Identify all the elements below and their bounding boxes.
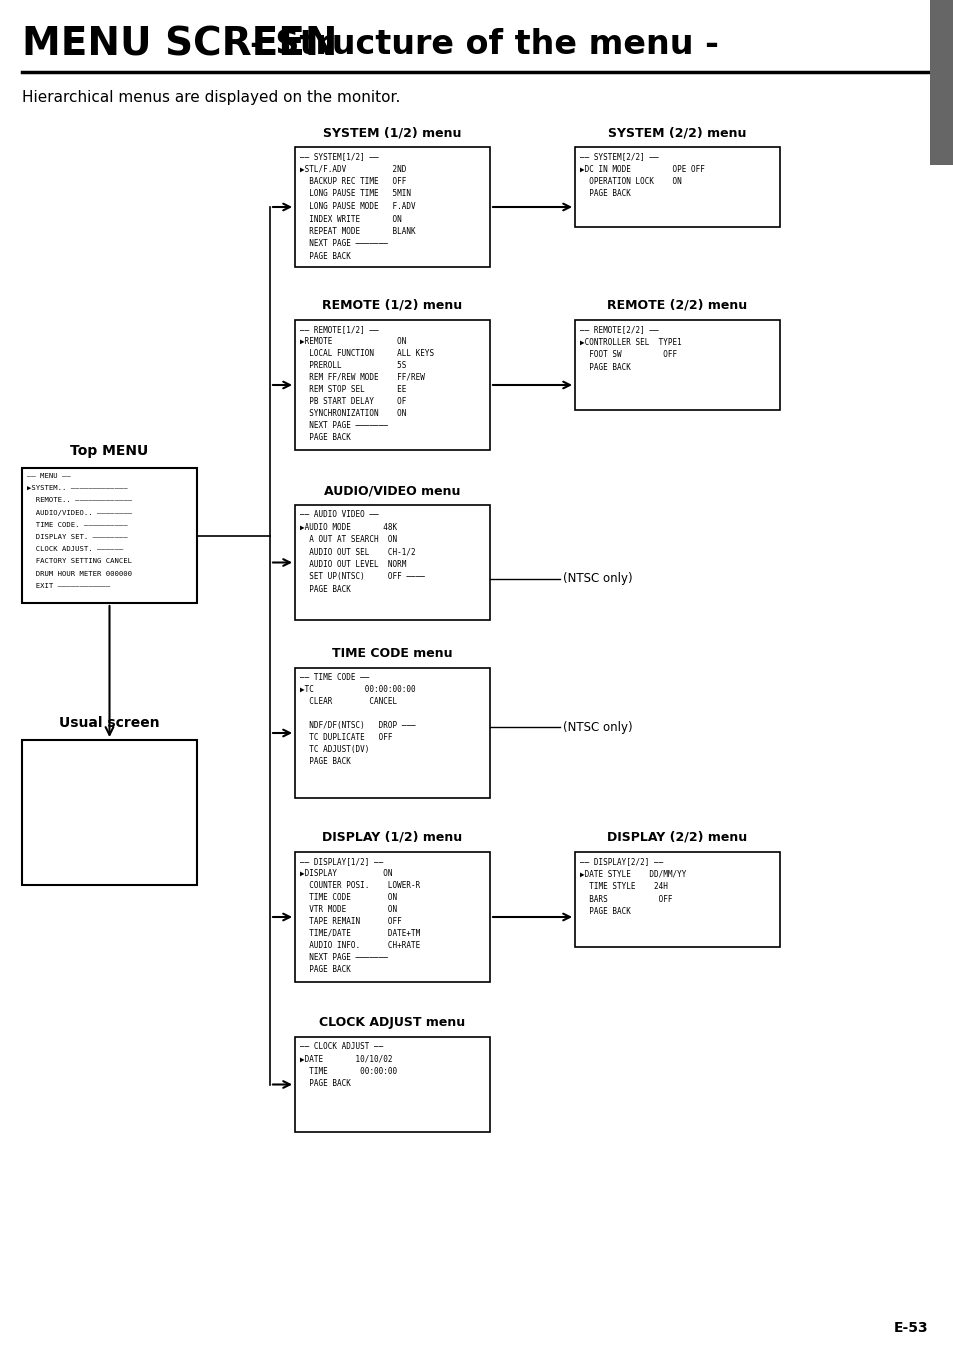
Text: TIME CODE. ——————————: TIME CODE. —————————— (27, 522, 128, 527)
Text: NDF/DF(NTSC)   DROP ———: NDF/DF(NTSC) DROP ——— (299, 721, 416, 730)
Text: NEXT PAGE ———————: NEXT PAGE ——————— (299, 239, 388, 249)
Text: TIME CODE menu: TIME CODE menu (332, 648, 453, 660)
Text: REMOTE.. —————————————: REMOTE.. ————————————— (27, 498, 132, 503)
Text: —— DISPLAY[1/2] ——: —— DISPLAY[1/2] —— (299, 857, 383, 867)
Text: NEXT PAGE ———————: NEXT PAGE ——————— (299, 420, 388, 430)
Text: LONG PAUSE MODE   F.ADV: LONG PAUSE MODE F.ADV (299, 201, 416, 211)
Text: COUNTER POSI.    LOWER-R: COUNTER POSI. LOWER-R (299, 882, 420, 890)
Text: BACKUP REC TIME   OFF: BACKUP REC TIME OFF (299, 177, 406, 187)
Bar (294, 147, 490, 266)
Text: PAGE BACK: PAGE BACK (299, 965, 351, 973)
Text: TIME       00:00:00: TIME 00:00:00 (299, 1067, 396, 1076)
Text: AUDIO OUT SEL    CH-1/2: AUDIO OUT SEL CH-1/2 (299, 548, 416, 557)
Text: AUDIO/VIDEO.. ————————: AUDIO/VIDEO.. ———————— (27, 510, 132, 515)
Bar (575, 852, 780, 946)
Text: TC ADJUST(DV): TC ADJUST(DV) (299, 745, 369, 754)
Text: E-53: E-53 (892, 1321, 927, 1334)
Text: AUDIO OUT LEVEL  NORM: AUDIO OUT LEVEL NORM (299, 560, 406, 569)
Text: PAGE BACK: PAGE BACK (579, 189, 630, 199)
Bar (929, 0, 953, 165)
Text: ▶REMOTE              ON: ▶REMOTE ON (299, 337, 406, 346)
Text: PAGE BACK: PAGE BACK (299, 1079, 351, 1088)
Text: FACTORY SETTING CANCEL: FACTORY SETTING CANCEL (27, 558, 132, 564)
Text: —— REMOTE[2/2] ——: —— REMOTE[2/2] —— (579, 324, 658, 334)
Text: Usual screen: Usual screen (59, 717, 160, 730)
Text: SYSTEM (1/2) menu: SYSTEM (1/2) menu (323, 126, 461, 139)
Text: TIME STYLE    24H: TIME STYLE 24H (579, 882, 667, 891)
Text: SET UP(NTSC)     OFF ————: SET UP(NTSC) OFF ———— (299, 572, 424, 581)
Text: —— MENU ——: —— MENU —— (27, 473, 71, 479)
Text: AUDIO INFO.      CH+RATE: AUDIO INFO. CH+RATE (299, 941, 420, 950)
Text: DRUM HOUR METER 000000: DRUM HOUR METER 000000 (27, 571, 132, 576)
Text: FOOT SW         OFF: FOOT SW OFF (579, 350, 677, 360)
Text: ▶DATE STYLE    DD/MM/YY: ▶DATE STYLE DD/MM/YY (579, 869, 685, 879)
Text: PAGE BACK: PAGE BACK (299, 585, 351, 594)
Text: CLOCK ADJUST. ——————: CLOCK ADJUST. —————— (27, 546, 123, 552)
Bar (22, 740, 196, 886)
Bar (575, 147, 780, 227)
Text: SYNCHRONIZATION    ON: SYNCHRONIZATION ON (299, 410, 406, 418)
Text: PAGE BACK: PAGE BACK (299, 433, 351, 442)
Text: —— TIME CODE ——: —— TIME CODE —— (299, 673, 369, 681)
Text: OPERATION LOCK    ON: OPERATION LOCK ON (579, 177, 681, 187)
Text: PB START DELAY     OF: PB START DELAY OF (299, 397, 406, 406)
Text: —— SYSTEM[1/2] ——: —— SYSTEM[1/2] —— (299, 151, 378, 161)
Text: ▶CONTROLLER SEL  TYPE1: ▶CONTROLLER SEL TYPE1 (579, 338, 681, 346)
Text: Hierarchical menus are displayed on the monitor.: Hierarchical menus are displayed on the … (22, 91, 400, 105)
Text: REM STOP SEL       EE: REM STOP SEL EE (299, 385, 406, 393)
Text: NEXT PAGE ———————: NEXT PAGE ——————— (299, 953, 388, 963)
Text: —— DISPLAY[2/2] ——: —— DISPLAY[2/2] —— (579, 857, 662, 867)
Text: REM FF/REW MODE    FF/REW: REM FF/REW MODE FF/REW (299, 373, 424, 383)
Text: ▶DISPLAY          ON: ▶DISPLAY ON (299, 869, 392, 877)
Text: REPEAT MODE       BLANK: REPEAT MODE BLANK (299, 227, 416, 237)
Text: CLEAR        CANCEL: CLEAR CANCEL (299, 698, 396, 706)
Text: Top MENU: Top MENU (71, 443, 149, 458)
Text: LOCAL FUNCTION     ALL KEYS: LOCAL FUNCTION ALL KEYS (299, 349, 434, 358)
Text: PAGE BACK: PAGE BACK (299, 757, 351, 767)
Text: PREROLL            5S: PREROLL 5S (299, 361, 406, 370)
Text: DISPLAY SET. ————————: DISPLAY SET. ———————— (27, 534, 128, 539)
Text: PAGE BACK: PAGE BACK (579, 362, 630, 372)
Text: - Structure of the menu -: - Structure of the menu - (250, 28, 719, 61)
Text: A OUT AT SEARCH  ON: A OUT AT SEARCH ON (299, 535, 396, 544)
Text: (NTSC only): (NTSC only) (562, 721, 632, 734)
Bar (294, 1037, 490, 1132)
Bar (294, 506, 490, 621)
Text: EXIT ————————————: EXIT ———————————— (27, 583, 110, 589)
Text: —— REMOTE[1/2] ——: —— REMOTE[1/2] —— (299, 324, 378, 334)
Text: ▶STL/F.ADV          2ND: ▶STL/F.ADV 2ND (299, 165, 406, 173)
Bar (294, 668, 490, 798)
Text: REMOTE (1/2) menu: REMOTE (1/2) menu (322, 299, 462, 312)
Bar (575, 320, 780, 410)
Text: TIME CODE        ON: TIME CODE ON (299, 894, 396, 902)
Text: BARS           OFF: BARS OFF (579, 895, 672, 903)
Text: —— SYSTEM[2/2] ——: —— SYSTEM[2/2] —— (579, 151, 658, 161)
Text: PAGE BACK: PAGE BACK (299, 251, 351, 261)
Text: VTR MODE         ON: VTR MODE ON (299, 904, 396, 914)
Text: DISPLAY (1/2) menu: DISPLAY (1/2) menu (322, 831, 462, 844)
Text: TC DUPLICATE   OFF: TC DUPLICATE OFF (299, 733, 392, 742)
Text: MENU SCREEN: MENU SCREEN (22, 26, 337, 64)
Bar (22, 468, 196, 603)
Text: —— AUDIO VIDEO ——: —— AUDIO VIDEO —— (299, 510, 378, 519)
Text: TIME/DATE        DATE+TM: TIME/DATE DATE+TM (299, 929, 420, 938)
Text: (NTSC only): (NTSC only) (562, 572, 632, 585)
Text: SYSTEM (2/2) menu: SYSTEM (2/2) menu (608, 126, 746, 139)
Text: —— CLOCK ADJUST ——: —— CLOCK ADJUST —— (299, 1042, 383, 1051)
Text: INDEX WRITE       ON: INDEX WRITE ON (299, 215, 401, 223)
Text: TAPE REMAIN      OFF: TAPE REMAIN OFF (299, 917, 401, 926)
Text: ▶SYSTEM.. —————————————: ▶SYSTEM.. ————————————— (27, 485, 128, 491)
Text: ▶DC IN MODE         OPE OFF: ▶DC IN MODE OPE OFF (579, 165, 704, 173)
Bar (294, 852, 490, 982)
Text: PAGE BACK: PAGE BACK (579, 907, 630, 917)
Bar (294, 320, 490, 450)
Text: REMOTE (2/2) menu: REMOTE (2/2) menu (607, 299, 747, 312)
Text: AUDIO/VIDEO menu: AUDIO/VIDEO menu (324, 484, 460, 498)
Text: CLOCK ADJUST menu: CLOCK ADJUST menu (319, 1015, 465, 1029)
Text: ▶DATE       10/10/02: ▶DATE 10/10/02 (299, 1055, 392, 1064)
Text: DISPLAY (2/2) menu: DISPLAY (2/2) menu (607, 831, 747, 844)
Text: ▶TC           00:00:00:00: ▶TC 00:00:00:00 (299, 685, 416, 694)
Text: LONG PAUSE TIME   5MIN: LONG PAUSE TIME 5MIN (299, 189, 411, 199)
Text: ▶AUDIO MODE       48K: ▶AUDIO MODE 48K (299, 522, 396, 531)
